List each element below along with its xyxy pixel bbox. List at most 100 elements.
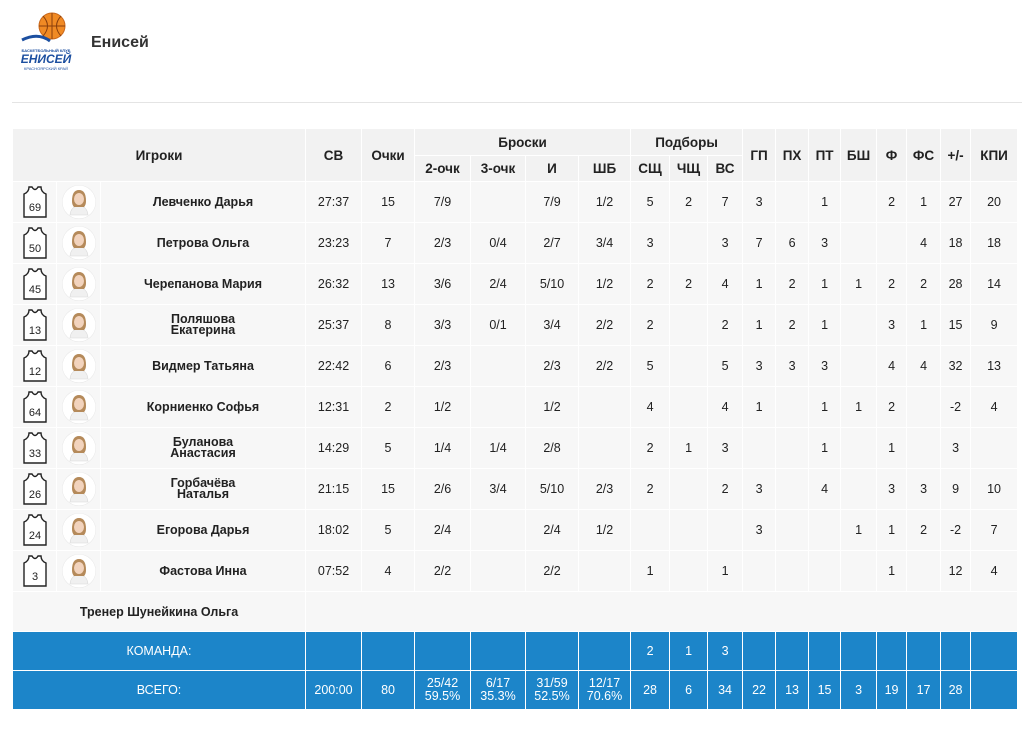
stat-fouls: 2 bbox=[876, 386, 908, 428]
header-points[interactable]: Очки bbox=[361, 128, 416, 182]
stat-fouls-drawn: 1 bbox=[906, 181, 942, 223]
stat-plus-minus: 28 bbox=[940, 263, 972, 305]
header-players[interactable]: Игроки bbox=[11, 128, 307, 182]
header-assists[interactable]: ГП bbox=[742, 128, 777, 182]
stat-fouls: 4 bbox=[876, 345, 908, 387]
stat-points: 15 bbox=[361, 181, 416, 223]
header-minutes[interactable]: СВ bbox=[305, 128, 363, 182]
stat-free-throws bbox=[578, 427, 632, 469]
player-name[interactable]: Петрова Ольга bbox=[99, 222, 307, 264]
stat-assists: 1 bbox=[742, 304, 777, 346]
jersey-icon: 24 bbox=[22, 514, 47, 546]
player-row[interactable]: 33 Буланова Анастасия 14:29 5 1/4 1/4 2/8 2 1 3 1 1 3 bbox=[12, 427, 1019, 469]
avatar-cell bbox=[56, 386, 101, 428]
player-row[interactable]: 45 Черепанова Мария 26:32 13 3/6 2/4 5/10 1/2 2 2… bbox=[12, 263, 1019, 305]
player-name[interactable]: Черепанова Мария bbox=[99, 263, 307, 305]
stat-three-point: 0/4 bbox=[470, 222, 527, 264]
player-name[interactable]: Егорова Дарья bbox=[99, 509, 307, 551]
header-plus-minus[interactable]: +/- bbox=[940, 128, 972, 182]
player-avatar[interactable] bbox=[61, 185, 96, 219]
jersey-cell: 64 bbox=[12, 386, 57, 428]
stat-turnovers bbox=[775, 509, 810, 551]
jersey-number: 33 bbox=[28, 448, 40, 460]
player-avatar[interactable] bbox=[61, 513, 96, 547]
header-def-rebounds[interactable]: ЧЩ bbox=[669, 155, 709, 182]
jersey-icon: 26 bbox=[22, 473, 47, 505]
stat-off-rebounds: 5 bbox=[630, 345, 671, 387]
stat-two-point: 2/6 bbox=[414, 468, 472, 510]
header-efficiency[interactable]: КПИ bbox=[970, 128, 1019, 182]
player-avatar[interactable] bbox=[61, 472, 96, 506]
player-row[interactable]: 26 Горбачёва Наталья 21:15 15 2/6 3/4 5/10 2/3 2 2… bbox=[12, 468, 1019, 510]
total-three-point: 6/17 35.3% bbox=[470, 670, 527, 710]
total-def-rebounds: 6 bbox=[669, 670, 709, 710]
stat-off-rebounds: 1 bbox=[630, 550, 671, 592]
stat-efficiency: 14 bbox=[970, 263, 1019, 305]
player-name[interactable]: Левченко Дарья bbox=[99, 181, 307, 223]
jersey-icon: 50 bbox=[22, 227, 47, 259]
stat-def-rebounds bbox=[669, 304, 709, 346]
player-avatar[interactable] bbox=[61, 554, 96, 588]
player-row[interactable]: 12 Видмер Татьяна 22:42 6 2/3 2/3 2/2 5 5 3 3 3 4 4 32… bbox=[12, 345, 1019, 387]
team-row: КОМАНДА: 2 1 3 bbox=[11, 631, 1019, 671]
player-avatar[interactable] bbox=[61, 308, 96, 342]
stat-points: 6 bbox=[361, 345, 416, 387]
player-row[interactable]: 69 Левченко Дарья 27:37 15 7/9 7/9 1/2 5 2 7 3 1 2 1 2… bbox=[12, 181, 1019, 223]
header-total-rebounds[interactable]: ВС bbox=[707, 155, 744, 182]
stat-points: 2 bbox=[361, 386, 416, 428]
stat-fouls: 1 bbox=[876, 427, 908, 469]
player-row[interactable]: 64 Корниенко Софья 12:31 2 1/2 1/2 4 4 1 1 1 2 -2 4 bbox=[12, 386, 1019, 428]
header-steals[interactable]: ПТ bbox=[808, 128, 842, 182]
jersey-number: 50 bbox=[28, 243, 40, 255]
player-row[interactable]: 3 Фастова Инна 07:52 4 2/2 2/2 1 1 1 12 4 bbox=[12, 550, 1019, 592]
stat-assists: 3 bbox=[742, 468, 777, 510]
stat-turnovers bbox=[775, 427, 810, 469]
player-row[interactable]: 13 Поляшова Екатерина 25:37 8 3/3 0/1 3/4 2/2 2 2 1… bbox=[12, 304, 1019, 346]
player-row[interactable]: 50 Петрова Ольга 23:23 7 2/3 0/4 2/7 3/4 3 3 7 6 3 4 1… bbox=[12, 222, 1019, 264]
header-field-goals[interactable]: И bbox=[525, 155, 580, 182]
header-turnovers[interactable]: ПХ bbox=[775, 128, 810, 182]
header-off-rebounds[interactable]: СЩ bbox=[630, 155, 671, 182]
stat-total-rebounds: 2 bbox=[707, 468, 744, 510]
total-two-point: 25/42 59.5% bbox=[414, 670, 472, 710]
stat-field-goals: 3/4 bbox=[525, 304, 580, 346]
stat-efficiency bbox=[970, 427, 1019, 469]
stat-assists: 3 bbox=[742, 509, 777, 551]
header-blocks[interactable]: БШ bbox=[840, 128, 878, 182]
player-name[interactable]: Видмер Татьяна bbox=[99, 345, 307, 387]
header-fouls-drawn[interactable]: ФС bbox=[906, 128, 942, 182]
box-score-table: Игроки СВ Очки Броски Подборы ГП ПХ ПТ Б… bbox=[11, 128, 1019, 710]
stat-minutes: 14:29 bbox=[305, 427, 363, 469]
stat-off-rebounds: 2 bbox=[630, 427, 671, 469]
player-avatar[interactable] bbox=[61, 267, 96, 301]
stat-field-goals: 5/10 bbox=[525, 263, 580, 305]
stat-two-point: 3/6 bbox=[414, 263, 472, 305]
player-name[interactable]: Горбачёва Наталья bbox=[99, 468, 307, 510]
stat-off-rebounds: 2 bbox=[630, 468, 671, 510]
player-avatar[interactable] bbox=[61, 226, 96, 260]
player-name[interactable]: Фастова Инна bbox=[99, 550, 307, 592]
player-row[interactable]: 24 Егорова Дарья 18:02 5 2/4 2/4 1/2 3 1 1 2 -2 7 bbox=[12, 509, 1019, 551]
stat-three-point: 1/4 bbox=[470, 427, 527, 469]
player-avatar[interactable] bbox=[61, 390, 96, 424]
player-avatar[interactable] bbox=[61, 431, 96, 465]
header-three-point[interactable]: 3-очк bbox=[470, 155, 527, 182]
header-two-point[interactable]: 2-очк bbox=[414, 155, 472, 182]
stat-def-rebounds bbox=[669, 509, 709, 551]
stat-fouls: 1 bbox=[876, 509, 908, 551]
stat-field-goals: 5/10 bbox=[525, 468, 580, 510]
stat-minutes: 21:15 bbox=[305, 468, 363, 510]
stat-points: 4 bbox=[361, 550, 416, 592]
header-fouls[interactable]: Ф bbox=[876, 128, 908, 182]
player-name[interactable]: Поляшова Екатерина bbox=[99, 304, 307, 346]
player-avatar[interactable] bbox=[61, 349, 96, 383]
player-name[interactable]: Корниенко Софья bbox=[99, 386, 307, 428]
header-free-throws[interactable]: ШБ bbox=[578, 155, 632, 182]
stat-minutes: 12:31 bbox=[305, 386, 363, 428]
stat-steals bbox=[808, 550, 842, 592]
stat-free-throws: 2/3 bbox=[578, 468, 632, 510]
player-name[interactable]: Буланова Анастасия bbox=[99, 427, 307, 469]
stat-steals: 1 bbox=[808, 263, 842, 305]
stat-plus-minus: 27 bbox=[940, 181, 972, 223]
total-free-throws: 12/17 70.6% bbox=[578, 670, 632, 710]
